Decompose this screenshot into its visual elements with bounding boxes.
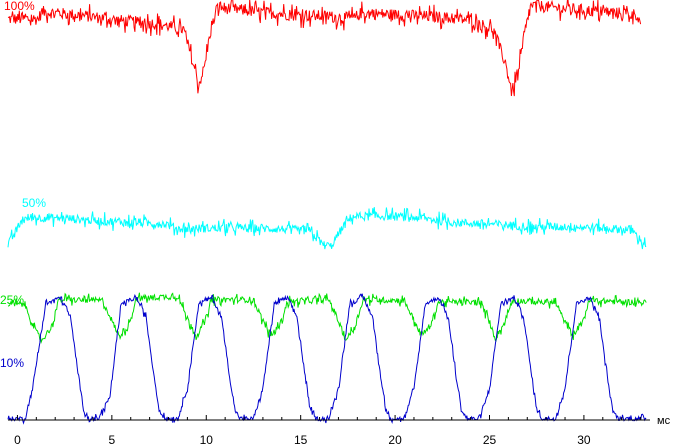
series-label-25pct: 25% [0, 293, 24, 307]
x-tick-label-20: 20 [388, 433, 402, 447]
series-line-50pct [7, 207, 647, 250]
x-tick-label-25: 25 [483, 433, 497, 447]
x-axis-unit-label: мс [657, 415, 671, 427]
series-line-100pct [7, 0, 642, 97]
x-axis: 0 5 10 15 20 25 30 [8, 415, 650, 447]
series-layer [7, 0, 647, 425]
series-line-10pct [7, 293, 647, 425]
series-label-50pct: 50% [22, 196, 46, 210]
series-label-100pct: 100% [4, 0, 35, 13]
series-labels: 100% 50% 25% 10% [0, 0, 46, 370]
x-tick-label-0: 0 [14, 433, 21, 447]
x-tick-label-10: 10 [200, 433, 214, 447]
x-tick-label-15: 15 [294, 433, 308, 447]
x-tick-label-5: 5 [109, 433, 116, 447]
series-line-25pct [7, 292, 647, 344]
series-label-10pct: 10% [0, 356, 24, 370]
x-tick-label-30: 30 [577, 433, 591, 447]
